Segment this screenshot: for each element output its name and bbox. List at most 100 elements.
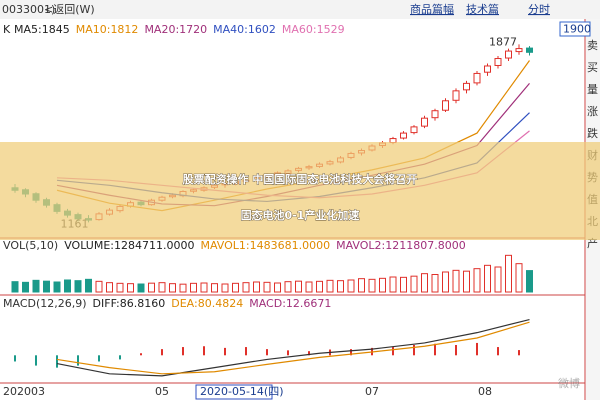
x-axis-label: 07 <box>365 385 379 398</box>
volume-bar <box>421 273 428 293</box>
volume-bar <box>442 271 449 293</box>
volume-bar <box>148 282 155 293</box>
volume-legend: MAVOL1:1483681.0000 <box>200 239 330 252</box>
volume-bar <box>295 280 302 293</box>
x-axis-label: 2020-05-14(四) <box>200 385 284 398</box>
tab[interactable]: 技术篇 <box>466 2 499 16</box>
stock-code: 0033001) <box>2 3 55 16</box>
volume-bar <box>452 269 460 293</box>
sidebar-tab[interactable]: 卖 <box>587 39 598 52</box>
volume-bar <box>263 281 271 293</box>
ma-legend: MA40:1602 <box>213 23 276 36</box>
candle-body <box>421 117 428 127</box>
banner-text: 固态电池0-1产业化加速 <box>241 208 360 222</box>
volume-bar <box>106 282 113 293</box>
volume-bar <box>211 283 218 293</box>
candle-body <box>484 65 491 73</box>
volume-legend: VOL(5,10) <box>3 239 58 252</box>
volume-bar <box>200 282 208 293</box>
volume-bar <box>473 268 481 293</box>
ma-legend: MA10:1812 <box>76 23 139 36</box>
x-axis-label: 202003 <box>3 385 45 398</box>
volume-bar <box>463 270 470 293</box>
volume-bar <box>284 281 292 293</box>
price-box <box>559 21 591 37</box>
volume-bar <box>253 281 260 293</box>
volume-legend: MAVOL2:1211807.8000 <box>336 239 466 252</box>
tab[interactable]: 商品篇幅 <box>410 2 454 16</box>
volume-bar <box>242 282 250 293</box>
volume-bar <box>515 263 523 293</box>
macd-legend: MACD:12.6671 <box>249 297 331 310</box>
candle-body <box>410 126 418 134</box>
volume-bar <box>190 282 197 293</box>
volume-bar <box>379 277 386 293</box>
volume-bar <box>11 281 19 293</box>
price-box-text: 1900 <box>563 23 591 36</box>
volume-bar <box>22 281 29 293</box>
volume-bar <box>137 283 145 293</box>
high-label: 1877 <box>489 35 517 48</box>
candle-body <box>431 110 439 119</box>
volume-bar <box>85 278 92 293</box>
volume-bar <box>305 281 313 293</box>
volume-bar <box>95 280 103 293</box>
panel-label: K <box>3 23 11 36</box>
dea-line <box>56 321 530 375</box>
volume-bar <box>326 279 334 293</box>
volume-bar <box>431 274 439 293</box>
candle-body <box>389 138 397 144</box>
volume-bar <box>64 279 71 293</box>
candle-body <box>452 90 460 101</box>
volume-legend: VOLUME:1284711.0000 <box>64 239 194 252</box>
ma-legend: MA20:1720 <box>144 23 207 36</box>
volume-bar <box>43 280 50 293</box>
volume-bar <box>337 280 344 293</box>
volume-bar <box>368 278 376 293</box>
x-axis-label: 05 <box>155 385 169 398</box>
volume-bar <box>389 276 397 293</box>
candle-body <box>505 50 512 59</box>
volume-bar <box>169 283 176 293</box>
top-bar <box>0 0 600 19</box>
volume-bar <box>53 281 61 293</box>
sidebar-tab[interactable]: 买 <box>587 61 598 74</box>
candle-body <box>473 72 481 84</box>
back-button[interactable]: <返回(W) <box>44 3 95 16</box>
volume-bar <box>274 282 281 293</box>
volume-bar <box>32 279 40 293</box>
candle-body <box>515 48 523 53</box>
candle-body <box>494 58 502 66</box>
volume-bar <box>494 266 502 293</box>
ma-legend: MA5:1845 <box>14 23 70 36</box>
diff-line <box>56 318 530 377</box>
volume-bar <box>179 283 187 293</box>
candle-body <box>400 132 407 139</box>
banner <box>0 142 600 240</box>
tab[interactable]: 分时 <box>528 3 550 16</box>
sidebar-tab[interactable]: 量 <box>587 83 598 96</box>
volume-bar <box>505 254 512 293</box>
sidebar-tab[interactable]: 跌 <box>587 126 598 140</box>
volume-bar <box>316 280 323 293</box>
ma-legend: MA60:1529 <box>282 23 345 36</box>
candle-body <box>442 100 449 111</box>
volume-bar <box>358 278 365 293</box>
volume-bar <box>127 283 134 293</box>
candle-body <box>463 82 470 91</box>
sidebar-tab[interactable]: 产 <box>587 236 598 250</box>
volume-bar <box>158 282 166 293</box>
volume-bar <box>526 270 533 293</box>
volume-bar <box>232 282 239 293</box>
sidebar-tab[interactable]: 涨 <box>587 105 598 118</box>
volume-bar <box>74 280 82 293</box>
macd-legend: MACD(12,26,9) <box>3 297 87 310</box>
x-axis-label: 08 <box>478 385 492 398</box>
volume-bar <box>221 283 229 293</box>
volume-bar <box>116 282 124 293</box>
volume-bar <box>347 279 355 293</box>
cursor-date-box <box>195 384 273 400</box>
macd-legend: DIFF:86.8160 <box>93 297 166 310</box>
candle-body <box>526 47 533 53</box>
